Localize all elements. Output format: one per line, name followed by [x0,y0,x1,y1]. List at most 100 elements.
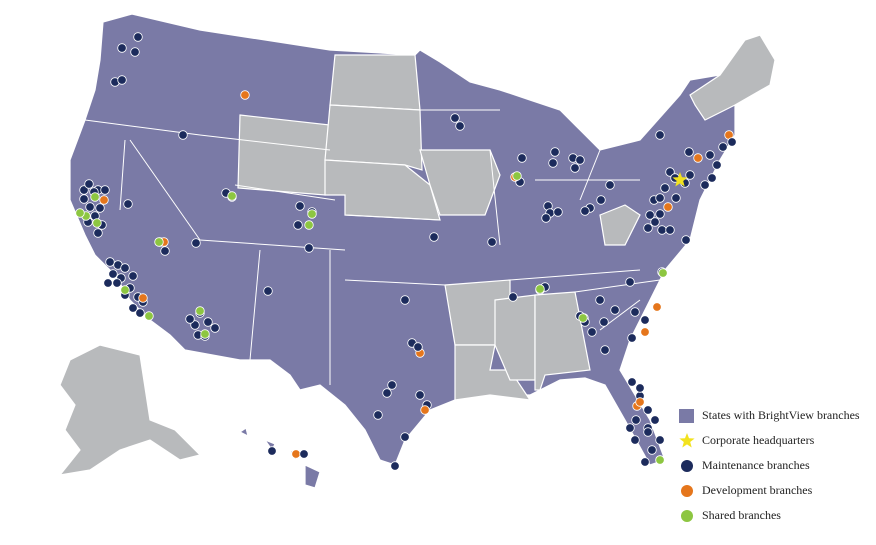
branch-dot [665,167,675,177]
branch-dot [630,435,640,445]
state-border [129,139,201,241]
branch-dot [307,209,317,219]
branch-dot [640,327,650,337]
branch-dot [373,410,383,420]
branch-dot [195,306,205,316]
branch-dot [630,307,640,317]
branch-dot [128,303,138,313]
state-border [344,279,446,286]
branch-dot [120,263,130,273]
branch-dot [123,199,133,209]
branch-dot [643,223,653,233]
branch-dot [705,150,715,160]
branch-dot [415,390,425,400]
branch-dot [599,317,609,327]
branch-dot [295,201,305,211]
branch-dot [635,397,645,407]
branch-dot [570,163,580,173]
branch-dot [718,142,728,152]
branch-dot [390,461,400,471]
branch-dot [84,179,94,189]
legend: States with BrightView branches Corporate… [679,408,860,522]
branch-dot [400,295,410,305]
legend-star [679,433,695,448]
branch-dot [299,449,309,459]
branch-dot [190,320,200,330]
branch-dot [128,271,138,281]
branch-dot [112,278,122,288]
branch-dot [640,457,650,467]
branch-dot [108,269,118,279]
state-border [199,239,346,251]
hawaii-island [304,464,321,489]
branch-dot [105,257,115,267]
branch-dot [645,210,655,220]
branch-dot [203,317,213,327]
branch-dot [263,286,273,296]
branch-dot [548,158,558,168]
branch-dot [655,455,665,465]
other-state [324,104,423,171]
branch-dot [429,232,439,242]
branch-dot [643,405,653,415]
branch-dot [387,380,397,390]
branch-dot [655,193,665,203]
branch-dot [658,268,668,278]
branch-dot [267,446,277,456]
branch-dot [185,314,195,324]
branch-dot [647,445,657,455]
legend-label: Corporate headquarters [702,433,815,447]
branch-dot [700,180,710,190]
branch-dot [191,238,201,248]
branch-dot [138,293,148,303]
other-state [329,54,421,111]
legend-label: States with BrightView branches [702,408,860,422]
branch-dot [712,160,722,170]
branch-dot [95,203,105,213]
branch-dot [200,329,210,339]
branch-dot [660,183,670,193]
branch-dot [508,292,518,302]
branch-dot [580,206,590,216]
branch-dot [293,220,303,230]
branch-dot [450,113,460,123]
legend-dot [681,460,693,472]
legend-dot [681,485,693,497]
branch-dot [178,130,188,140]
branch-dot [135,308,145,318]
other-state [237,114,331,196]
branch-dot [575,155,585,165]
other-state [454,344,532,401]
branch-dot [120,285,130,295]
branch-dot [144,311,154,321]
state-border [199,134,331,151]
branch-dot [117,43,127,53]
other-state [58,344,202,476]
branch-dot [133,32,143,42]
branch-dot [663,202,673,212]
branch-dot [382,388,392,398]
branch-dot [117,75,127,85]
state-border [344,214,441,221]
branch-dot [487,237,497,247]
branch-dot [85,202,95,212]
branch-dot [600,345,610,355]
branch-dot [625,277,635,287]
legend-dot [681,510,693,522]
branch-dot [707,173,717,183]
branch-dot [650,415,660,425]
state-border [574,279,661,293]
branches [75,32,737,471]
branch-dot [79,194,89,204]
branch-dot [240,90,250,100]
branch-dot [655,209,665,219]
other-state [689,34,776,121]
branch-dot [553,207,563,217]
branch-dot [75,208,85,218]
legend-label: Maintenance branches [702,458,810,472]
branch-dot [655,130,665,140]
branch-dot [517,153,527,163]
branch-dot [130,47,140,57]
branch-dot [413,342,423,352]
branch-dot [400,432,410,442]
